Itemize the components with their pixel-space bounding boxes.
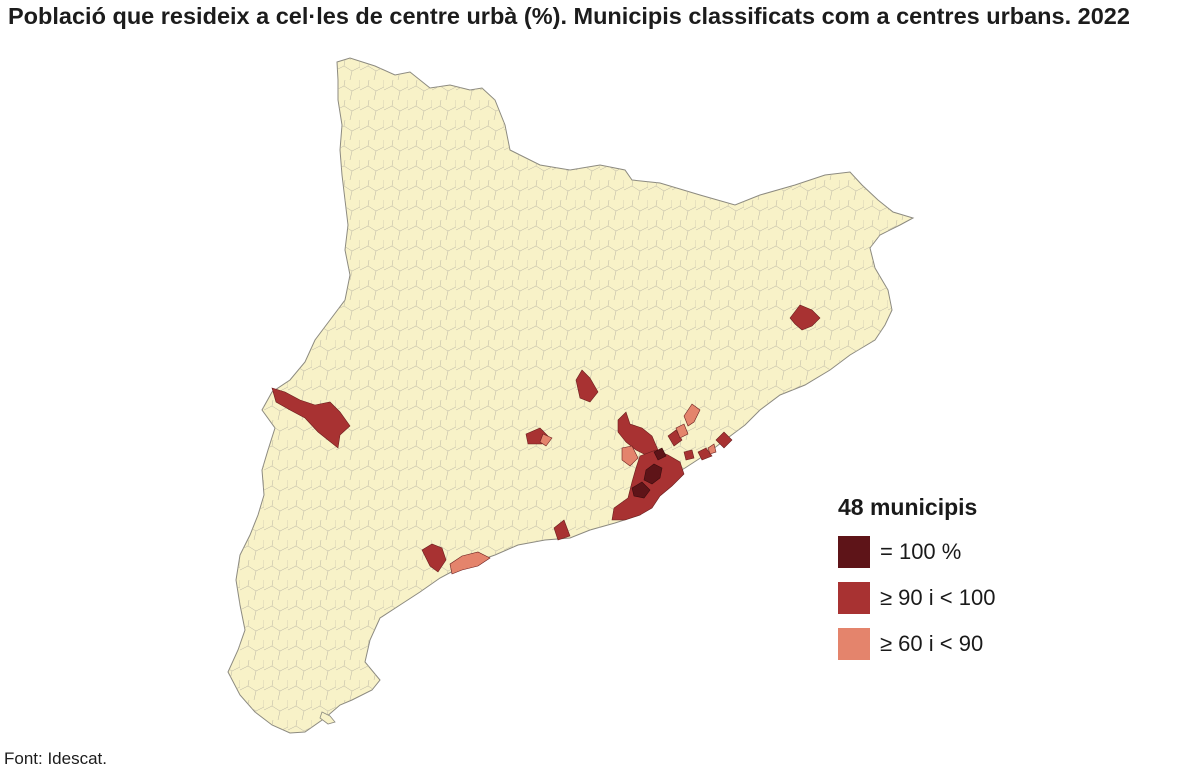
municipal-boundaries [228, 58, 913, 733]
municipality-calella [715, 431, 733, 449]
municipality-vic [683, 403, 701, 427]
municipality-manresa [575, 369, 599, 403]
urban-centres [271, 304, 821, 575]
municipality-badalona [653, 447, 667, 461]
municipality-tarragona [449, 551, 491, 575]
legend-label-100: = 100 % [880, 539, 962, 564]
legend-swatch-90-100 [838, 582, 870, 614]
legend-title: 48 municipis [838, 494, 978, 520]
legend: 48 municipis = 100 % ≥ 90 i < 100 ≥ 60 i… [838, 492, 995, 674]
municipality-lleida [271, 387, 351, 449]
legend-item-90-100: ≥ 90 i < 100 [838, 582, 995, 614]
municipality-girona [789, 304, 821, 331]
municipality-mollet [675, 423, 689, 439]
municipality-barcelona [643, 463, 663, 485]
municipality-lhospitalet [631, 481, 651, 499]
municipality-mataro [697, 447, 713, 461]
legend-swatch-100 [838, 536, 870, 568]
municipality-igualada-b [539, 433, 553, 447]
municipality-mataro-b [707, 443, 717, 455]
municipality-rubi [621, 445, 639, 467]
delta-coast [319, 711, 336, 725]
legend-label-90-100: ≥ 90 i < 100 [880, 585, 996, 610]
municipality-barcelona-area [611, 449, 685, 521]
region-catalonia [227, 57, 915, 734]
legend-item-100: = 100 % [838, 536, 995, 568]
legend-item-60-90: ≥ 60 i < 90 [838, 628, 995, 660]
municipality-montgat [683, 449, 695, 461]
map-title: Població que resideix a cel·les de centr… [8, 3, 1130, 29]
municipality-granollers [667, 429, 683, 447]
municipality-reus [421, 543, 447, 573]
legend-label-60-90: ≥ 60 i < 90 [880, 631, 984, 656]
municipality-vilanova [553, 519, 571, 541]
source-note: Font: Idescat. [4, 749, 107, 768]
legend-swatch-60-90 [838, 628, 870, 660]
